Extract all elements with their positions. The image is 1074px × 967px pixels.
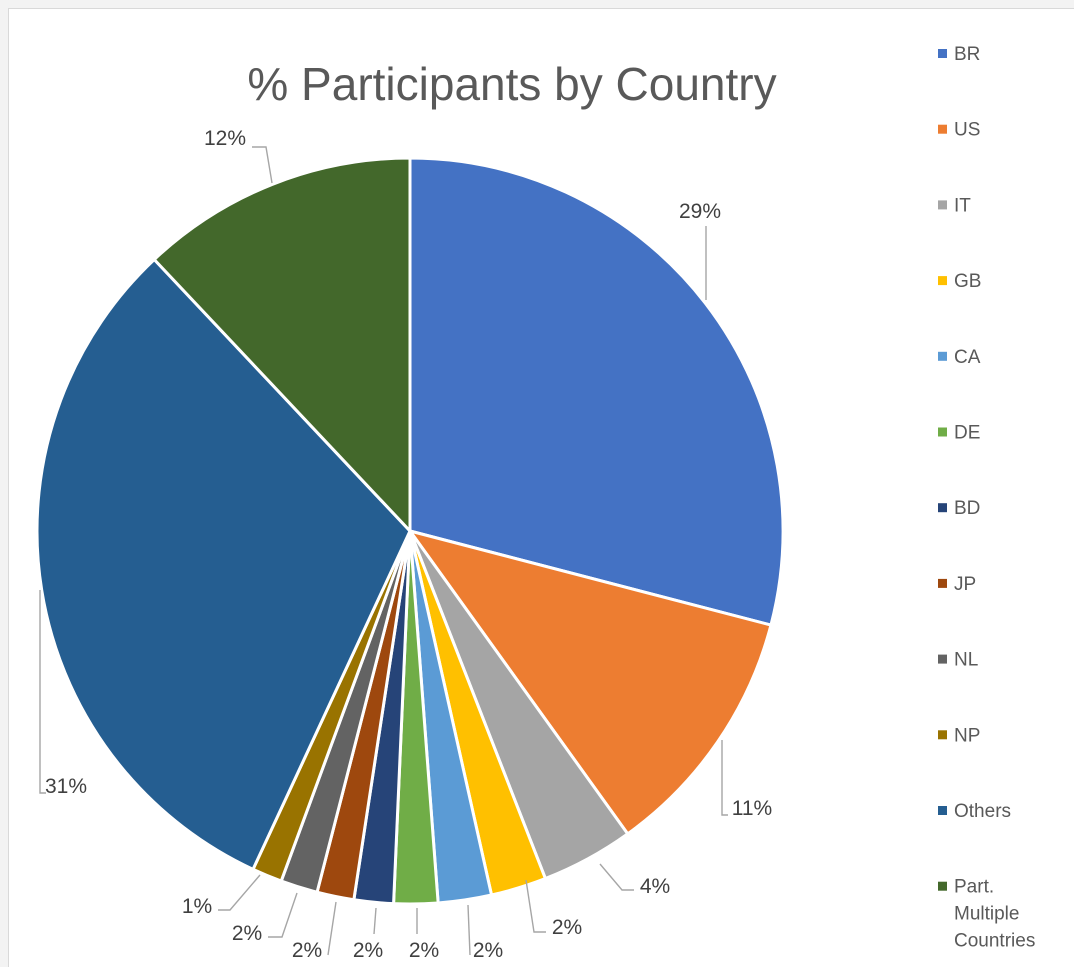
leader-lines bbox=[39, 146, 728, 956]
leader-line-ca bbox=[467, 904, 471, 956]
legend-label-others: Others bbox=[954, 801, 1011, 822]
data-label-ca: 2% bbox=[473, 939, 503, 962]
legend-item-de: DE bbox=[938, 423, 980, 444]
data-label-jp: 2% bbox=[292, 939, 322, 962]
data-label-br: 29% bbox=[679, 200, 721, 223]
pie-slice-br bbox=[408, 156, 785, 627]
leader-line-bd bbox=[373, 907, 377, 935]
legend-label-bd: BD bbox=[954, 498, 980, 519]
legend-swatch-gb bbox=[938, 276, 947, 286]
legend-swatch-br bbox=[938, 49, 947, 58]
leader-line-us bbox=[721, 740, 728, 816]
data-label-part-multiple-countries: 12% bbox=[204, 127, 246, 150]
data-label-others: 31% bbox=[45, 775, 87, 798]
pie-slice-part-multiple-countries bbox=[152, 156, 412, 535]
data-label-us: 11% bbox=[732, 797, 772, 820]
legend-item-ca: CA bbox=[938, 347, 981, 368]
legend-label-nl: NL bbox=[954, 650, 978, 671]
legend-swatch-others bbox=[938, 806, 947, 815]
legend-item-part-multiple-countries: Part. Multiple Countries bbox=[938, 877, 1035, 952]
legend-item-jp: JP bbox=[938, 574, 976, 595]
legend-item-it: IT bbox=[938, 195, 971, 216]
leader-line-jp bbox=[327, 901, 337, 956]
legend-swatch-ca bbox=[938, 351, 947, 361]
data-label-nl: 2% bbox=[232, 922, 262, 945]
leader-line-part-multiple-countries bbox=[252, 146, 273, 184]
data-labels: 29% 11% 4% 2% 2% 2% 2% 2% 2% 1% 31% 12% bbox=[45, 127, 772, 962]
legend-item-others: Others bbox=[938, 801, 1011, 822]
legend-swatch-nl bbox=[938, 654, 947, 664]
legend-item-gb: GB bbox=[938, 271, 981, 292]
legend-swatch-de bbox=[938, 427, 947, 437]
data-label-bd: 2% bbox=[353, 939, 383, 962]
legend-label-ca: CA bbox=[954, 347, 981, 368]
legend-label-br: BR bbox=[954, 44, 980, 65]
chart-title: % Participants by Country bbox=[247, 58, 776, 110]
leader-line-nl bbox=[268, 892, 298, 938]
legend-label-us: US bbox=[954, 120, 980, 141]
pie-slice-us bbox=[406, 528, 773, 836]
data-label-np: 1% bbox=[182, 895, 212, 918]
data-label-gb: 2% bbox=[552, 916, 582, 939]
legend-swatch-jp bbox=[938, 578, 947, 588]
pie-slices bbox=[35, 156, 785, 906]
legend: BR US IT GB CA DE BD JP NL NP Others Part. Multiple C… bbox=[938, 44, 1035, 952]
leader-line-np bbox=[218, 874, 261, 911]
leader-line-gb bbox=[525, 879, 546, 933]
legend-swatch-np bbox=[938, 730, 947, 740]
legend-label-jp: JP bbox=[954, 574, 976, 595]
legend-label-de: DE bbox=[954, 423, 980, 444]
legend-item-np: NP bbox=[938, 725, 980, 746]
legend-swatch-it bbox=[938, 200, 947, 210]
legend-item-us: US bbox=[938, 120, 980, 141]
legend-swatch-part-multiple-countries bbox=[938, 881, 947, 891]
leader-line-it bbox=[599, 863, 634, 891]
legend-swatch-bd bbox=[938, 503, 947, 513]
legend-label-gb: GB bbox=[954, 271, 981, 292]
pie-slice-others bbox=[35, 257, 412, 872]
legend-label-it: IT bbox=[954, 195, 971, 216]
legend-label-part-multiple-countries: Part. Multiple Countries bbox=[954, 877, 1035, 952]
legend-label-np: NP bbox=[954, 725, 980, 746]
legend-item-br: BR bbox=[938, 44, 980, 65]
data-label-it: 4% bbox=[640, 875, 670, 898]
legend-swatch-us bbox=[938, 124, 947, 134]
data-label-de: 2% bbox=[409, 939, 439, 962]
legend-item-bd: BD bbox=[938, 498, 980, 519]
leader-line-others bbox=[39, 590, 46, 794]
legend-item-nl: NL bbox=[938, 650, 978, 671]
